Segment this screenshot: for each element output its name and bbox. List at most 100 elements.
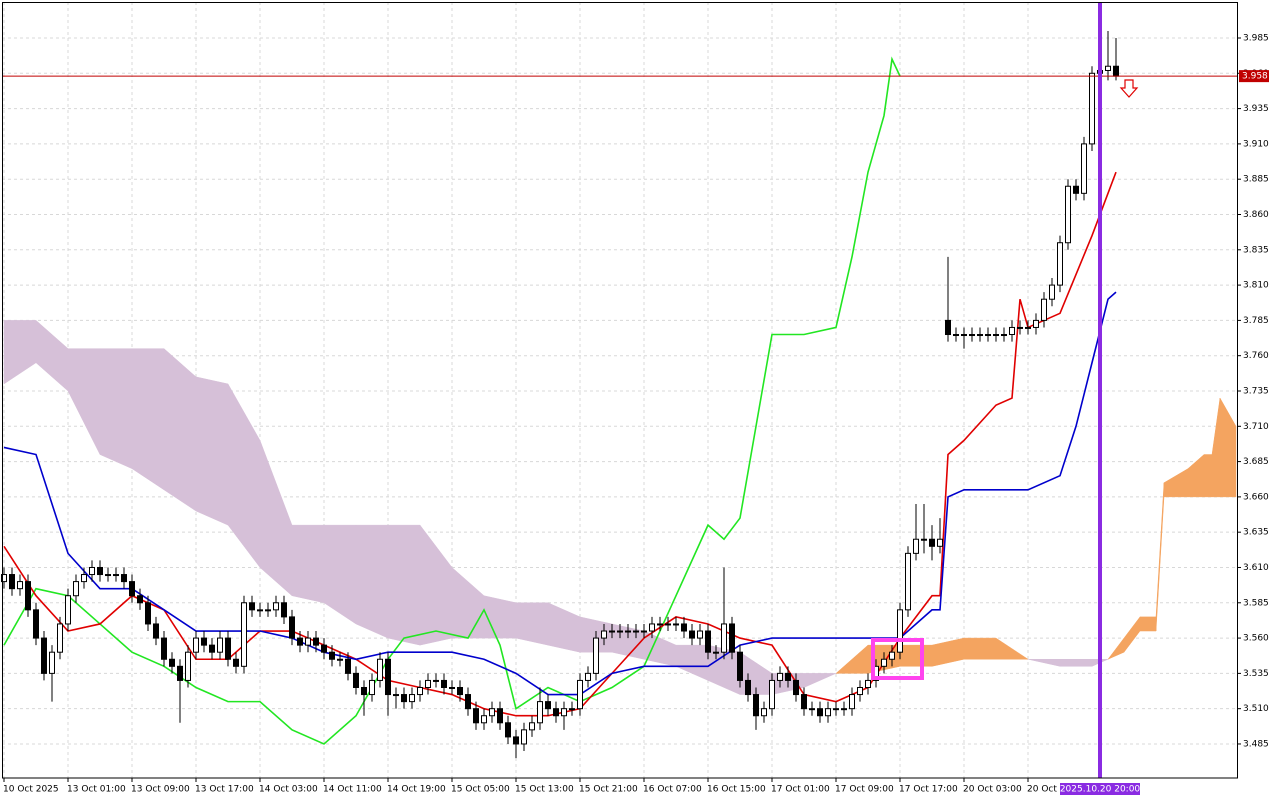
candle-body	[369, 679, 375, 696]
candle-body	[49, 651, 55, 674]
candle-body	[57, 623, 63, 653]
candle-body	[529, 722, 535, 731]
candle-body	[41, 637, 47, 674]
y-tick-label: 3.585	[1243, 598, 1269, 608]
candle-body	[297, 637, 303, 646]
candle-body	[185, 651, 191, 681]
candle-body	[233, 658, 239, 667]
candle-body	[473, 708, 479, 724]
x-tick-label: 15 Oct 21:00	[579, 785, 638, 795]
candle-body	[777, 672, 783, 681]
candle-body	[1049, 284, 1055, 300]
candle-body	[1009, 326, 1015, 336]
candle-body	[1017, 326, 1023, 329]
cloud-segment	[1139, 616, 1157, 632]
x-tick-label: 17 Oct 09:00	[835, 785, 894, 795]
candle-body	[377, 658, 383, 681]
candle-body	[385, 658, 391, 696]
cloud-segment	[291, 524, 325, 604]
candle-body	[225, 637, 231, 660]
candle-body	[177, 665, 183, 681]
candle-body	[665, 623, 671, 626]
cloud-segment	[99, 348, 133, 470]
candles	[1, 30, 1119, 759]
cloud	[3, 319, 1237, 695]
candle-body	[929, 538, 935, 547]
candle-body	[353, 672, 359, 688]
x-tick-label: 13 Oct 01:00	[67, 785, 126, 795]
x-tick-label: 16 Oct 07:00	[643, 785, 702, 795]
candle-body	[945, 319, 951, 336]
candle-body	[681, 623, 687, 632]
candle-body	[705, 630, 711, 653]
candle-body	[833, 708, 839, 711]
candle-body	[97, 566, 103, 576]
x-tick-label: 20 Oct 03:00	[963, 785, 1022, 795]
y-tick-label: 3.635	[1243, 528, 1269, 538]
x-tick-label: 10 Oct 2025	[3, 785, 59, 795]
y-tick-label: 3.610	[1243, 563, 1269, 573]
candle-body	[441, 679, 447, 688]
candle-body	[857, 686, 863, 696]
candle-body	[801, 694, 807, 710]
candle-body	[449, 686, 455, 689]
cloud-segment	[355, 524, 389, 639]
candle-body	[201, 637, 207, 646]
y-tick-label: 3.710	[1243, 422, 1269, 432]
candle-body	[641, 630, 647, 633]
overlay	[2, 2, 1238, 778]
cloud-segment	[1219, 397, 1237, 498]
candle-body	[457, 686, 463, 696]
y-tick-label: 3.485	[1243, 739, 1269, 749]
candle-body	[521, 729, 527, 745]
x-tick-label: 13 Oct 09:00	[131, 785, 190, 795]
x-tick-label: 15 Oct 05:00	[451, 785, 510, 795]
axes: 3.9853.9603.9353.9103.8853.8603.8353.810…	[3, 34, 1269, 795]
candle-body	[785, 672, 791, 681]
y-tick-label: 3.785	[1243, 316, 1269, 326]
candle-body	[513, 736, 519, 745]
candle-body	[393, 694, 399, 697]
cloud-segment	[483, 595, 517, 639]
cloud-segment	[963, 637, 997, 660]
sell-arrow	[1119, 79, 1139, 98]
candle-body	[425, 679, 431, 688]
cloud-segment	[515, 602, 549, 646]
candle-body	[713, 651, 719, 654]
candle-body	[793, 679, 799, 696]
x-tick-label: 14 Oct 03:00	[259, 785, 318, 795]
cloud-segment	[387, 524, 421, 646]
candle-body	[545, 701, 551, 710]
candle-body	[561, 708, 567, 717]
candle-body	[137, 595, 143, 604]
candle-body	[753, 694, 759, 717]
time-marker-label-box	[1060, 783, 1140, 795]
candle-body	[33, 609, 39, 639]
candle-body	[505, 722, 511, 738]
candle-body	[193, 637, 199, 653]
candle-body	[897, 609, 903, 653]
candle-body	[721, 623, 727, 653]
x-tick-label: 14 Oct 11:00	[323, 785, 382, 795]
cloud-segment	[195, 376, 229, 526]
candle-body	[977, 334, 983, 337]
candle-body	[729, 623, 735, 653]
x-tick-label: 17 Oct 17:00	[899, 785, 958, 795]
candle-body	[153, 623, 159, 639]
candle-body	[841, 708, 847, 711]
y-tick-label: 3.535	[1243, 669, 1269, 679]
candle-body	[289, 616, 295, 639]
candle-body	[313, 637, 319, 646]
cloud-segment	[131, 348, 165, 491]
y-tick-label: 3.935	[1243, 104, 1269, 114]
candle-body	[465, 694, 471, 710]
price-label-box	[1239, 70, 1269, 83]
candle-body	[249, 602, 255, 611]
candle-body	[585, 672, 591, 681]
candle-body	[1113, 65, 1119, 77]
candle-body	[121, 574, 127, 583]
indicator-line	[3, 291, 1117, 696]
candle-body	[673, 623, 679, 626]
